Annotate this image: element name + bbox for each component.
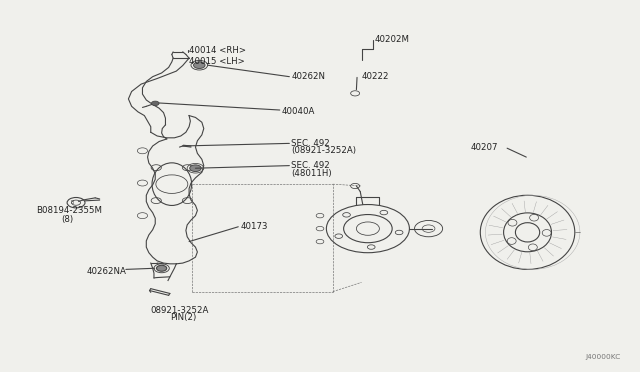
Text: B08194-2355M: B08194-2355M	[36, 206, 102, 215]
Text: 40173: 40173	[240, 222, 268, 231]
Text: 40015 <LH>: 40015 <LH>	[189, 57, 245, 66]
Circle shape	[157, 265, 167, 271]
Text: 40207: 40207	[470, 142, 497, 151]
Text: PIN(2): PIN(2)	[170, 313, 196, 322]
Circle shape	[193, 62, 205, 68]
Text: SEC. 492: SEC. 492	[291, 161, 330, 170]
Text: 40014 <RH>: 40014 <RH>	[189, 46, 246, 55]
Text: 40040A: 40040A	[282, 108, 315, 116]
Text: (48011H): (48011H)	[291, 169, 332, 177]
Circle shape	[152, 101, 159, 106]
Circle shape	[189, 165, 201, 171]
Text: (8): (8)	[61, 215, 74, 224]
Text: (08921-3252A): (08921-3252A)	[291, 146, 356, 155]
Text: 40202M: 40202M	[374, 35, 410, 44]
Text: B: B	[70, 200, 74, 205]
Text: 08921-3252A: 08921-3252A	[151, 306, 209, 315]
Text: 40262NA: 40262NA	[87, 267, 127, 276]
Text: SEC. 492: SEC. 492	[291, 139, 330, 148]
Text: 40222: 40222	[362, 72, 389, 81]
Text: 40262N: 40262N	[291, 72, 325, 81]
Text: J40000KC: J40000KC	[585, 354, 620, 360]
